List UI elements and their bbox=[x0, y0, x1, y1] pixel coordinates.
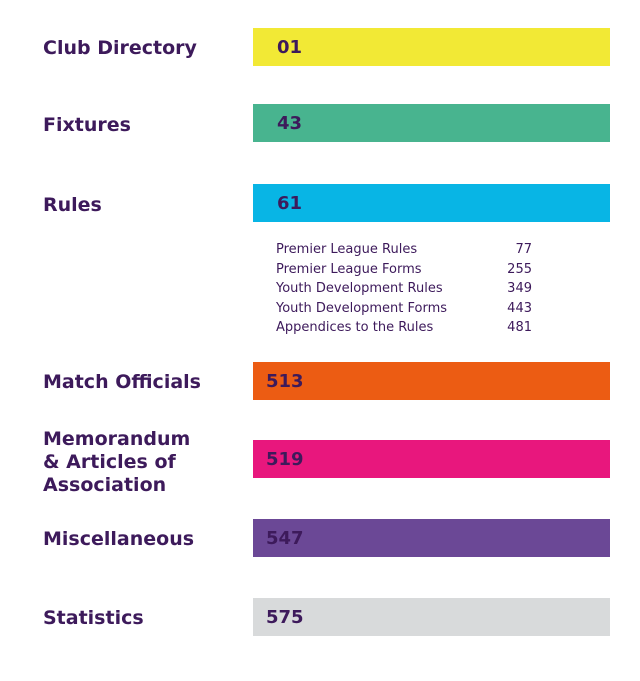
subsection-label: Premier League Rules bbox=[276, 242, 418, 257]
section-title-match-officials: Match Officials bbox=[43, 371, 201, 393]
section-title-memorandum: Memorandum & Articles of Association bbox=[43, 428, 191, 496]
subsection-label: Youth Development Forms bbox=[276, 301, 448, 316]
page-bar-fixtures[interactable]: 43 bbox=[253, 104, 610, 142]
subsection-page: 481 bbox=[507, 320, 532, 335]
section-title-fixtures: Fixtures bbox=[43, 114, 131, 136]
subsection-label: Youth Development Rules bbox=[276, 281, 443, 296]
subsection-page: 77 bbox=[515, 242, 532, 257]
section-title-statistics: Statistics bbox=[43, 607, 144, 629]
subsection-row[interactable]: Premier League Forms 255 bbox=[276, 262, 532, 278]
page-bar-memorandum[interactable]: 519 bbox=[253, 440, 610, 478]
subsection-page: 443 bbox=[507, 301, 532, 316]
subsection-page: 255 bbox=[507, 262, 532, 277]
page-bar-statistics[interactable]: 575 bbox=[253, 598, 610, 636]
subsection-label: Premier League Forms bbox=[276, 262, 422, 277]
page-bar-match-officials[interactable]: 513 bbox=[253, 362, 610, 400]
page-number: 513 bbox=[266, 370, 304, 392]
section-title-club-directory: Club Directory bbox=[43, 37, 197, 59]
page-number: 547 bbox=[266, 527, 304, 549]
subsection-row[interactable]: Youth Development Rules 349 bbox=[276, 281, 532, 297]
subsection-row[interactable]: Premier League Rules 77 bbox=[276, 242, 532, 258]
page-bar-miscellaneous[interactable]: 547 bbox=[253, 519, 610, 557]
page-bar-club-directory[interactable]: 01 bbox=[253, 28, 610, 66]
page-number: 575 bbox=[266, 606, 304, 628]
section-title-rules: Rules bbox=[43, 194, 102, 216]
subsection-page: 349 bbox=[507, 281, 532, 296]
subsection-label: Appendices to the Rules bbox=[276, 320, 434, 335]
page-number: 01 bbox=[277, 36, 303, 58]
page-bar-rules[interactable]: 61 bbox=[253, 184, 610, 222]
subsection-row[interactable]: Youth Development Forms 443 bbox=[276, 301, 532, 317]
subsection-row[interactable]: Appendices to the Rules 481 bbox=[276, 320, 532, 336]
section-title-miscellaneous: Miscellaneous bbox=[43, 528, 195, 550]
page-number: 61 bbox=[277, 192, 303, 214]
page-number: 43 bbox=[277, 112, 303, 134]
page-number: 519 bbox=[266, 448, 304, 470]
